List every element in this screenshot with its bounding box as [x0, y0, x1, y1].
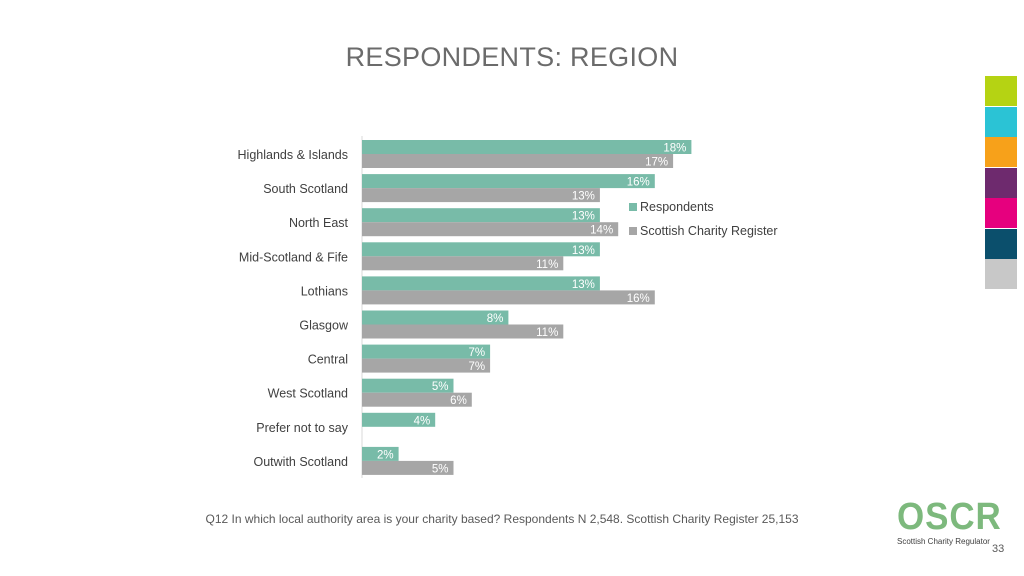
bar-register	[362, 188, 600, 203]
category-label: Lothians	[301, 284, 348, 298]
bar-respondents	[362, 140, 692, 154]
data-label: 2%	[377, 449, 394, 461]
bar-respondents	[362, 174, 655, 189]
category-label: South Scotland	[263, 182, 348, 196]
category-label: West Scotland	[268, 387, 348, 401]
color-swatch	[985, 137, 1017, 167]
category-label: Glasgow	[299, 319, 349, 333]
color-swatch	[985, 228, 1017, 259]
data-label: 16%	[627, 177, 650, 189]
data-label: 6%	[450, 395, 467, 407]
oscr-logo: OSCR Scottish Charity Regulator	[897, 496, 1002, 546]
slide-title: RESPONDENTS: REGION	[345, 42, 679, 72]
category-label: Highlands & Islands	[238, 148, 348, 162]
bar-respondents	[362, 242, 600, 257]
bar-register	[362, 222, 619, 237]
bar-register	[362, 154, 674, 168]
data-label: 13%	[572, 245, 595, 257]
logo-main-text: OSCR	[897, 496, 1002, 538]
footnote: Q12 In which local authority area is you…	[205, 512, 799, 526]
color-swatch	[985, 76, 1017, 106]
bar-respondents	[362, 446, 399, 461]
bar-respondents	[362, 276, 600, 291]
data-label: 17%	[645, 157, 668, 169]
data-label: 16%	[627, 293, 650, 305]
bar-respondents	[362, 412, 436, 427]
data-label: 11%	[536, 259, 558, 271]
data-label: 4%	[414, 415, 431, 427]
data-label: 7%	[468, 347, 485, 359]
category-label: Mid-Scotland & Fife	[239, 250, 348, 264]
data-label: 11%	[536, 327, 558, 339]
bar-respondents	[362, 344, 491, 359]
logo-sub-text: Scottish Charity Regulator	[897, 537, 990, 546]
bar-register	[362, 324, 564, 339]
data-label: 8%	[487, 313, 504, 325]
color-swatch-strip	[985, 76, 1017, 290]
legend-swatch	[629, 203, 637, 211]
region-bar-chart: Highlands & Islands 18% 17% South Scotland 1…	[238, 136, 778, 478]
color-swatch	[985, 198, 1017, 228]
color-swatch	[985, 106, 1017, 137]
color-swatch	[985, 167, 1017, 198]
data-label: 13%	[572, 279, 595, 291]
legend-label: Respondents	[640, 200, 714, 214]
data-label: 14%	[590, 225, 613, 237]
data-label: 13%	[572, 191, 595, 203]
data-label: 5%	[432, 463, 449, 475]
category-label: Outwith Scotland	[254, 455, 349, 469]
bar-respondents	[362, 310, 509, 325]
bar-register	[362, 290, 655, 305]
bar-register	[362, 256, 564, 271]
color-swatch	[985, 259, 1017, 289]
data-label: 7%	[468, 361, 485, 373]
data-label: 5%	[432, 381, 449, 393]
bar-register	[362, 392, 472, 407]
category-label: Prefer not to say	[256, 421, 348, 435]
category-label: North East	[289, 216, 349, 230]
data-label: 13%	[572, 211, 595, 223]
page-number: 33	[992, 543, 1005, 555]
bar-register	[362, 358, 491, 373]
bar-respondents	[362, 208, 600, 223]
bar-respondents	[362, 378, 454, 393]
bar-register	[362, 460, 454, 475]
legend-label: Scottish Charity Register	[640, 224, 778, 238]
category-label: Central	[308, 353, 348, 367]
data-label: 18%	[663, 143, 686, 155]
legend-swatch	[629, 227, 637, 235]
